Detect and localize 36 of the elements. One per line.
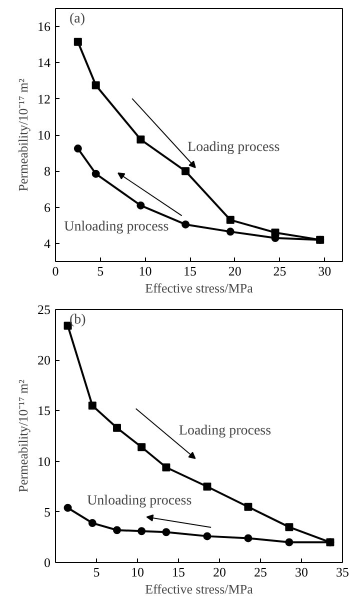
x-tick-label: 15 xyxy=(184,264,197,278)
x-axis-title: Effective stress/MPa xyxy=(145,280,254,296)
x-tick-label: 15 xyxy=(172,564,185,580)
y-tick-label: 20 xyxy=(38,352,50,368)
y-tick-label: 15 xyxy=(38,403,50,418)
y-tick-label: 25 xyxy=(38,302,50,317)
y-tick-label: 14 xyxy=(38,55,51,70)
x-tick-label: 10 xyxy=(131,564,144,580)
x-tick-label: 20 xyxy=(228,264,242,278)
y-tick-label: 5 xyxy=(44,504,50,520)
y-tick-label: 0 xyxy=(44,555,50,570)
x-tick-label: 20 xyxy=(213,564,226,580)
x-tick-label: 5 xyxy=(97,264,104,278)
y-tick-label: 12 xyxy=(38,91,50,106)
annotation: Unloading process xyxy=(87,493,192,508)
x-tick-label: 10 xyxy=(138,264,152,278)
y-tick-label: 10 xyxy=(38,454,50,469)
annotation: Loading process xyxy=(188,140,280,156)
x-tick-label: 25 xyxy=(254,564,267,580)
y-tick-label: 6 xyxy=(44,200,51,215)
x-tick-label: 30 xyxy=(295,564,308,580)
y-tick-label: 4 xyxy=(44,236,51,251)
annotation: Loading process xyxy=(178,423,272,438)
x-tick-label: 5 xyxy=(93,564,100,580)
chart-title: (a) xyxy=(70,12,86,26)
x-tick-label: 35 xyxy=(336,564,349,580)
annotation: Unloading process xyxy=(64,220,169,235)
x-axis-title: Effective stress/MPa xyxy=(145,582,254,596)
x-tick-label: 30 xyxy=(318,264,332,278)
y-tick-label: 10 xyxy=(38,128,50,142)
y-axis-title: Permeability/10⁻¹⁷ m² xyxy=(16,380,30,492)
y-axis-title: Permeability/10⁻¹⁷ m² xyxy=(16,78,30,192)
chart-title: (b) xyxy=(70,312,86,328)
x-tick-label: 25 xyxy=(273,264,286,278)
y-tick-label: 16 xyxy=(38,19,51,34)
y-tick-label: 8 xyxy=(44,164,50,179)
